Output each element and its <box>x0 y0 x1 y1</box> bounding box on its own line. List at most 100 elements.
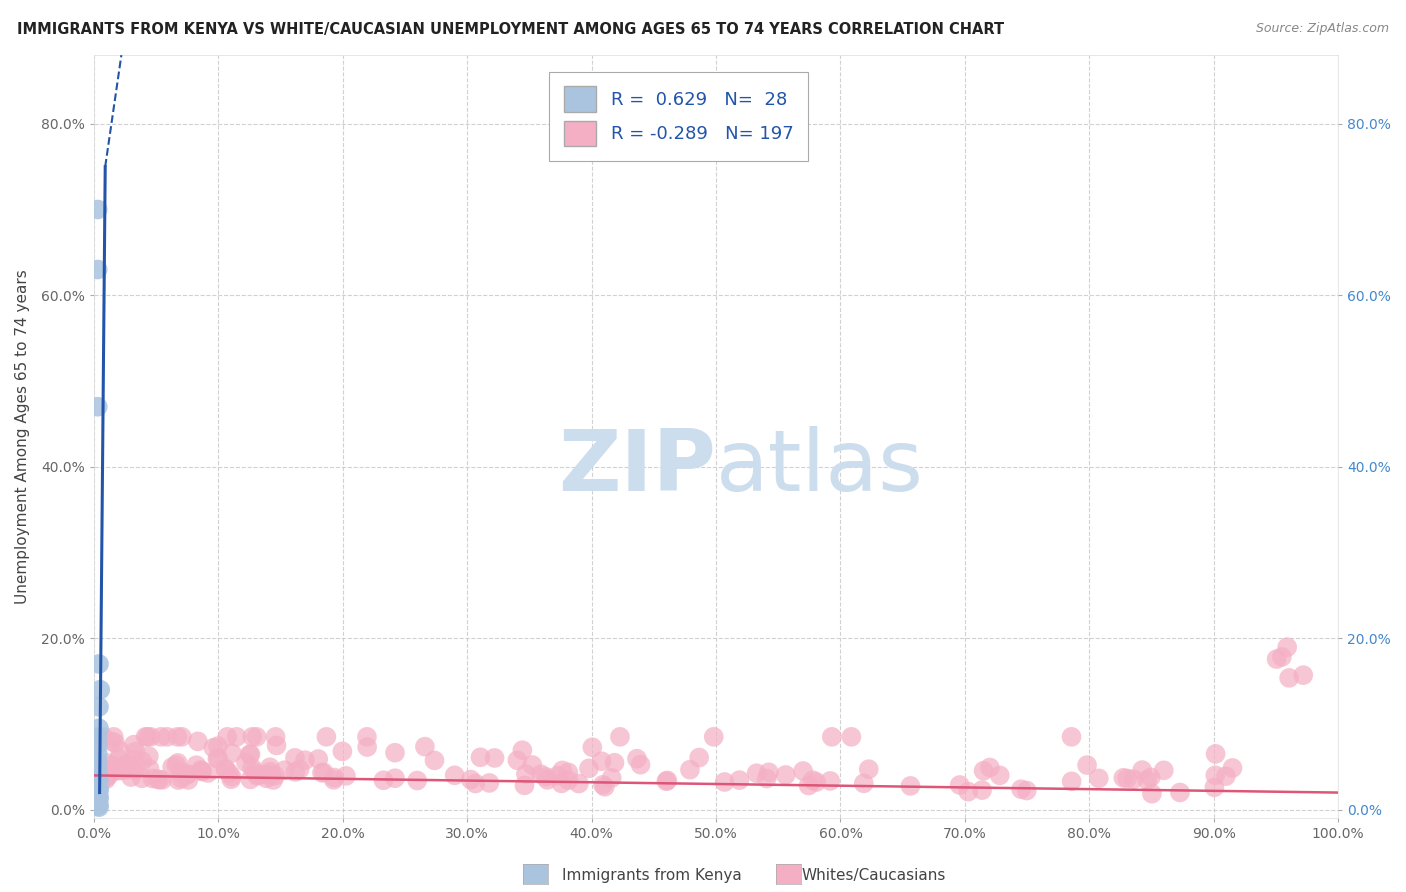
Point <box>1205 747 1227 761</box>
Point <box>284 764 307 779</box>
Point <box>792 764 814 778</box>
Point <box>806 775 828 789</box>
Text: Source: ZipAtlas.com: Source: ZipAtlas.com <box>1256 22 1389 36</box>
Point <box>87 721 110 735</box>
Point <box>603 756 626 770</box>
Point <box>87 657 110 671</box>
Point <box>506 753 529 767</box>
Point <box>87 771 110 785</box>
Point <box>512 743 534 757</box>
Point <box>247 768 270 782</box>
Point <box>124 753 146 767</box>
Text: IMMIGRANTS FROM KENYA VS WHITE/CAUCASIAN UNEMPLOYMENT AMONG AGES 65 TO 74 YEARS : IMMIGRANTS FROM KENYA VS WHITE/CAUCASIAN… <box>17 22 1004 37</box>
Point <box>1278 671 1301 685</box>
Point <box>1153 764 1175 778</box>
Point <box>100 758 122 772</box>
Point <box>87 786 110 800</box>
Point <box>122 762 145 776</box>
Point <box>139 730 162 744</box>
Point <box>259 764 281 779</box>
Point <box>150 772 173 787</box>
Point <box>288 762 311 776</box>
Point <box>1010 782 1032 797</box>
Point <box>332 744 354 758</box>
Point <box>755 772 778 786</box>
Point <box>131 772 153 786</box>
Point <box>284 751 307 765</box>
Point <box>87 781 110 796</box>
Point <box>246 730 269 744</box>
Point <box>87 794 110 808</box>
Point <box>478 776 501 790</box>
Point <box>87 772 110 787</box>
Point <box>460 772 482 787</box>
Point <box>207 739 229 753</box>
Point <box>191 764 214 779</box>
Point <box>484 751 506 765</box>
Point <box>1139 771 1161 785</box>
Point <box>1292 668 1315 682</box>
Point <box>970 783 993 797</box>
Point <box>177 772 200 787</box>
Point <box>609 730 631 744</box>
Point <box>148 772 170 787</box>
Point <box>90 764 112 778</box>
Point <box>1015 783 1038 797</box>
Point <box>87 202 110 217</box>
Point <box>254 772 277 786</box>
Point <box>239 747 262 762</box>
Point <box>96 756 118 770</box>
Point <box>818 773 841 788</box>
Legend: R =  0.629   N=  28, R = -0.289   N= 197: R = 0.629 N= 28, R = -0.289 N= 197 <box>550 71 808 161</box>
Point <box>260 768 283 782</box>
Point <box>87 789 110 804</box>
Point <box>841 730 863 744</box>
Point <box>122 763 145 777</box>
Point <box>688 750 710 764</box>
Point <box>136 730 159 744</box>
Point <box>170 765 193 780</box>
Point <box>176 767 198 781</box>
Point <box>176 767 198 781</box>
Point <box>131 754 153 768</box>
Point <box>87 800 110 814</box>
Point <box>728 773 751 788</box>
Point <box>138 749 160 764</box>
Point <box>124 745 146 759</box>
Point <box>534 770 557 784</box>
Point <box>373 773 395 788</box>
Point <box>470 750 492 764</box>
Point <box>166 756 188 770</box>
Point <box>852 776 875 790</box>
Point <box>87 771 110 785</box>
Point <box>443 768 465 782</box>
Point <box>98 768 121 782</box>
Point <box>170 730 193 744</box>
Point <box>949 778 972 792</box>
Point <box>384 746 406 760</box>
Point <box>551 764 574 778</box>
Point <box>135 730 157 744</box>
Point <box>797 779 820 793</box>
Point <box>266 739 288 753</box>
Point <box>1222 761 1244 775</box>
Point <box>758 765 780 780</box>
Point <box>86 760 108 774</box>
Text: atlas: atlas <box>716 425 924 508</box>
Point <box>87 779 110 793</box>
Point <box>294 753 316 767</box>
Point <box>262 772 284 787</box>
Point <box>115 763 138 777</box>
Point <box>218 766 240 780</box>
Point <box>1204 768 1226 782</box>
Point <box>311 765 333 780</box>
Point <box>87 739 110 753</box>
Point <box>1060 730 1083 744</box>
Point <box>273 763 295 777</box>
Point <box>246 768 269 782</box>
Point <box>591 754 613 768</box>
Point <box>84 761 107 775</box>
Point <box>94 763 117 777</box>
Point <box>114 759 136 773</box>
Point <box>87 747 110 761</box>
